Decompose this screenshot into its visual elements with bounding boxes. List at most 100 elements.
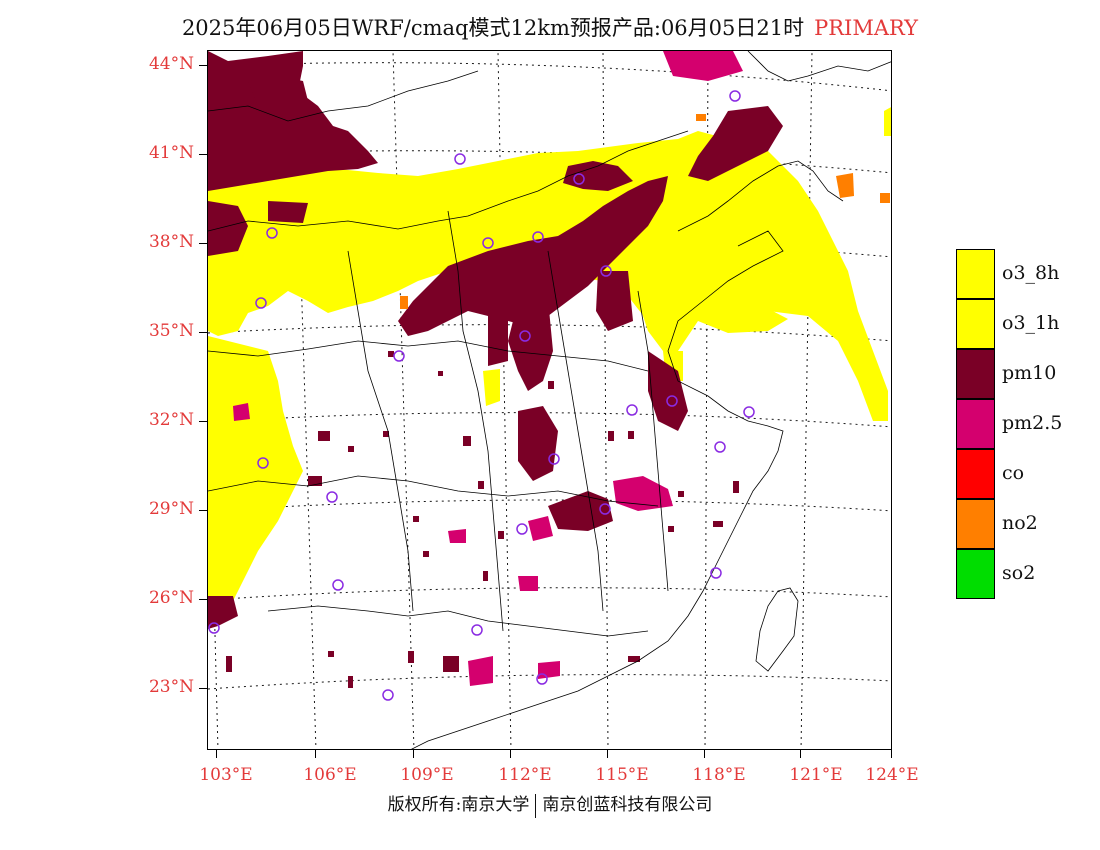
stations xyxy=(208,90,755,701)
pm25-west-1 xyxy=(233,403,250,421)
pm10-cell xyxy=(438,371,443,376)
pm10-cell xyxy=(733,481,739,493)
pm25-south-2 xyxy=(468,656,493,686)
lon-label-109: 109°E xyxy=(400,765,454,785)
station-marker xyxy=(471,624,483,636)
station-marker xyxy=(382,689,394,701)
lon-label-121: 121°E xyxy=(789,765,843,785)
copyright: 版权所有:南京大学 南京创蓝科技有限公司 xyxy=(0,790,1100,818)
lat-label-29: 29°N xyxy=(148,499,194,519)
legend-swatch xyxy=(956,249,995,299)
legend-label: so2 xyxy=(1002,562,1036,584)
pm10-west-patch xyxy=(208,201,248,256)
graticule-lat-26 xyxy=(208,587,891,601)
station-marker xyxy=(208,622,220,634)
pm10-cell xyxy=(463,436,471,446)
lon-label-112: 112°E xyxy=(498,765,552,785)
province-line-1 xyxy=(208,130,689,232)
province-line-7 xyxy=(547,250,604,612)
lat-tick xyxy=(199,154,207,155)
pm10-northwest-block xyxy=(208,51,378,191)
graticule-lon-109 xyxy=(392,51,415,749)
copyright-separator xyxy=(535,793,537,818)
pm10-cell xyxy=(423,551,429,557)
station-marker xyxy=(729,90,741,102)
province-line-5 xyxy=(347,250,414,612)
station-marker xyxy=(548,453,560,465)
pm25-small xyxy=(448,529,466,543)
station-marker xyxy=(710,567,722,579)
copyright-right: 南京创蓝科技有限公司 xyxy=(542,795,713,815)
station-marker xyxy=(516,523,528,535)
o3-regions xyxy=(208,107,891,626)
map-svg xyxy=(208,51,891,749)
lat-label-38: 38°N xyxy=(148,232,194,252)
copyright-left: 版权所有:南京大学 xyxy=(387,795,530,815)
station-marker xyxy=(454,153,466,165)
station-marker xyxy=(393,350,405,362)
pm10-far-north xyxy=(248,76,308,111)
pm10-cell xyxy=(628,656,640,662)
coastline-east xyxy=(411,230,784,749)
graticule-lon-121 xyxy=(800,51,813,749)
pm10-sw xyxy=(208,596,238,629)
pm10-cell xyxy=(443,656,459,672)
legend-label: pm10 xyxy=(1002,362,1057,384)
lon-label-115: 115°E xyxy=(595,765,649,785)
lat-tick xyxy=(199,65,207,66)
title-primary-tag: PRIMARY xyxy=(814,16,919,40)
pm10-central-band xyxy=(398,176,668,336)
pollution-forecast-map xyxy=(207,50,892,750)
boundaries xyxy=(208,51,891,749)
legend-swatch xyxy=(956,549,995,599)
pm10-cell xyxy=(483,571,488,581)
pm10-cell xyxy=(608,431,614,441)
station-marker xyxy=(714,441,726,453)
province-line-4 xyxy=(267,605,649,637)
graticule-lat-32 xyxy=(208,412,891,428)
pm10-mid-2 xyxy=(648,351,688,431)
station-marker xyxy=(266,227,278,239)
pm25-north-top xyxy=(663,51,743,81)
station-marker xyxy=(257,457,269,469)
lon-label-124: 124°E xyxy=(865,765,919,785)
o3-small-2 xyxy=(483,369,500,406)
pm25-south-1 xyxy=(518,576,538,591)
pm10-cell xyxy=(413,516,419,522)
legend-label: no2 xyxy=(1002,512,1038,534)
pm10-cell xyxy=(408,651,414,663)
legend-label: pm2.5 xyxy=(1002,412,1063,434)
lat-label-44: 44°N xyxy=(148,54,194,74)
pm10-central-vertical xyxy=(508,299,553,391)
northwest-border xyxy=(208,70,479,122)
pm10-south-1 xyxy=(548,491,613,531)
station-marker xyxy=(600,265,612,277)
lon-tick xyxy=(800,750,801,758)
pm25-south-3 xyxy=(538,661,560,679)
lon-tick xyxy=(315,750,316,758)
pm10-cell xyxy=(668,526,674,532)
graticule-lat-29 xyxy=(208,499,891,512)
pm10-cell xyxy=(628,431,634,439)
province-line-6 xyxy=(447,210,504,632)
lat-tick xyxy=(199,243,207,244)
pm25-mid xyxy=(528,516,553,541)
pm10-cell xyxy=(308,476,322,486)
pm25-regions xyxy=(233,51,743,686)
station-marker xyxy=(326,491,338,503)
pm10-cell xyxy=(383,431,389,437)
pm10-ne-hook xyxy=(688,106,783,181)
o3-west-band xyxy=(208,336,303,626)
station-marker xyxy=(573,173,585,185)
lon-tick xyxy=(607,750,608,758)
pm10-central-mid xyxy=(488,316,508,366)
lon-tick xyxy=(704,750,705,758)
province-line-3 xyxy=(208,475,659,507)
no2-central xyxy=(400,296,408,309)
station-marker xyxy=(255,297,267,309)
lon-label-106: 106°E xyxy=(303,765,357,785)
legend-swatch xyxy=(956,449,995,499)
station-marker xyxy=(666,395,678,407)
no2-regions xyxy=(400,114,890,309)
province-line-2 xyxy=(208,340,649,372)
